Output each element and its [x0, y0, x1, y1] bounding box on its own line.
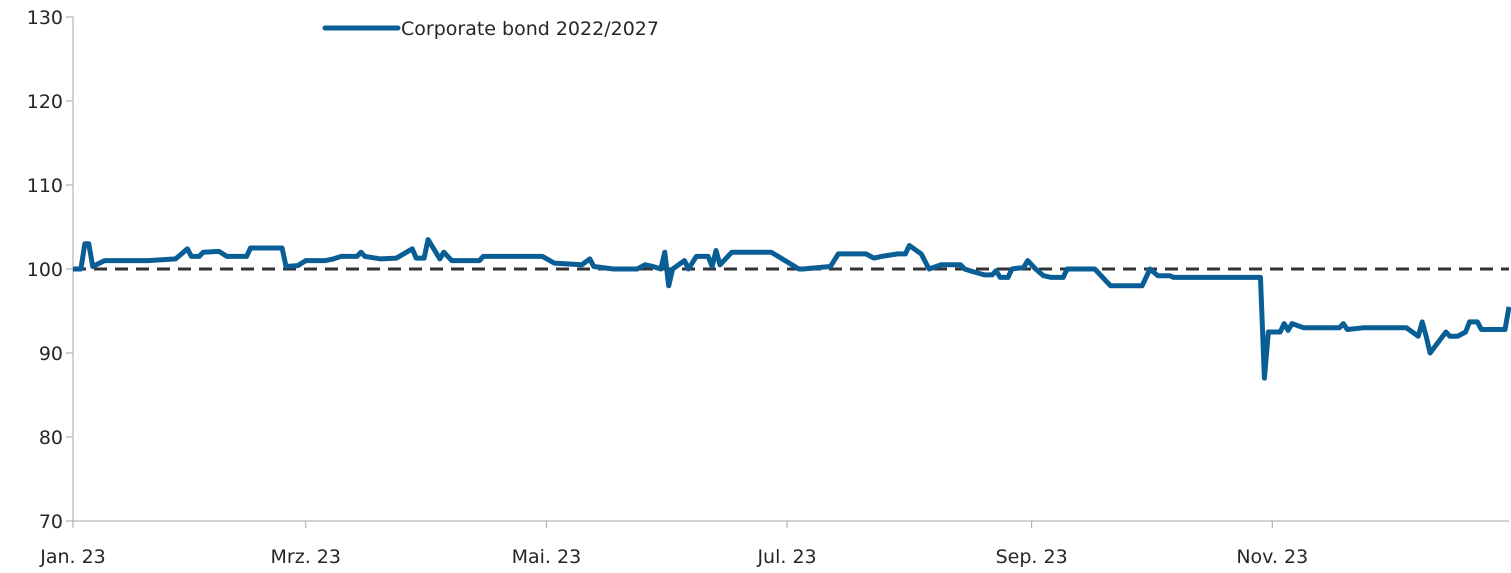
y-tick-label: 90 — [39, 343, 63, 365]
y-tick-label: 100 — [27, 259, 63, 281]
x-tick-label: Nov. 23 — [1236, 546, 1308, 568]
y-tick-label: 130 — [27, 7, 63, 29]
x-tick-label: Mrz. 23 — [271, 546, 341, 568]
y-tick-label: 70 — [39, 511, 63, 533]
y-tick-label: 120 — [27, 91, 63, 113]
x-tick-label: Sep. 23 — [996, 546, 1068, 568]
y-axis: 70 80 90 100 110 120 130 — [27, 7, 74, 533]
legend-label: Corporate bond 2022/2027 — [401, 18, 659, 40]
y-tick-label: 80 — [39, 427, 63, 449]
x-tick-label: Mai. 23 — [512, 546, 582, 568]
x-tick-label: Jan. 23 — [39, 546, 106, 568]
legend: Corporate bond 2022/2027 — [322, 18, 659, 40]
y-tick-label: 110 — [27, 175, 63, 197]
series-group — [73, 237, 1511, 381]
x-tick-label: Jul. 23 — [756, 546, 816, 568]
x-axis: Jan. 23 Mrz. 23 Mai. 23 Jul. 23 Sep. 23 Nov. … — [39, 520, 1509, 568]
series-line-0 — [73, 237, 1511, 381]
